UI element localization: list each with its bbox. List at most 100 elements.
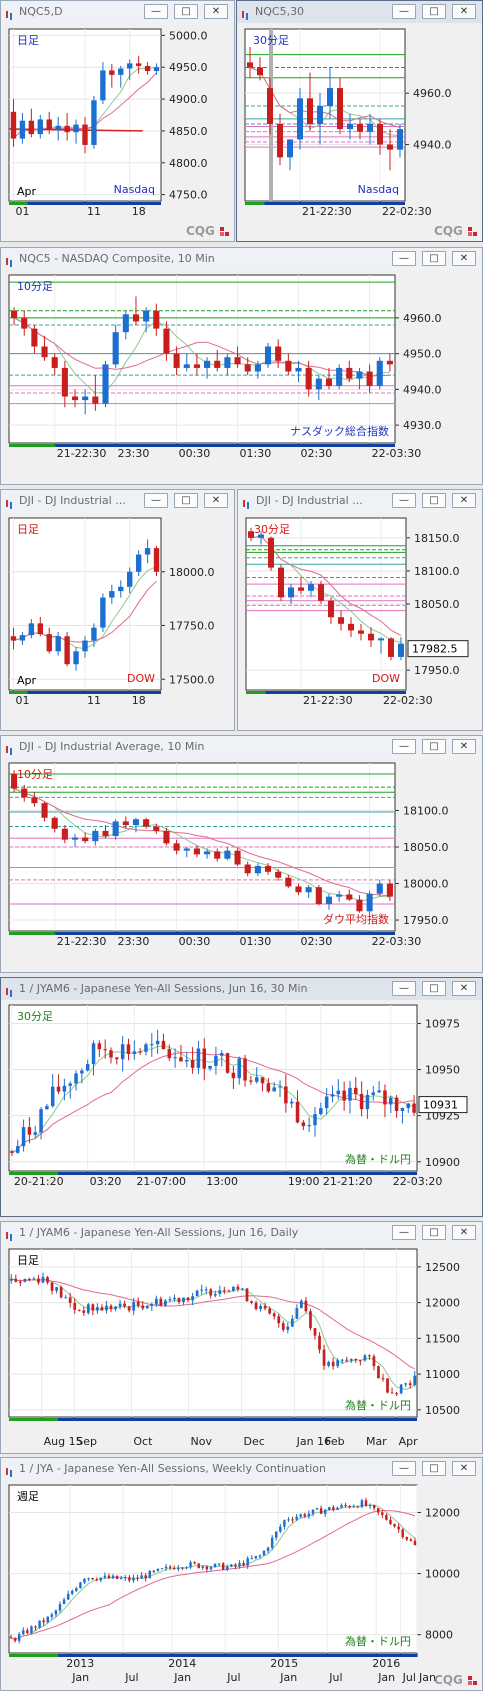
- candle: [136, 1577, 139, 1579]
- candle: [324, 1096, 329, 1109]
- maximize-button[interactable]: □: [174, 493, 198, 508]
- title-bar[interactable]: DJI - DJ Industrial ... — □ ✕: [238, 490, 482, 513]
- window-nq-30min[interactable]: NQC5,30 — □ ✕ 4960.0 4940.0 21-22:30 22-02:30 30…: [236, 0, 483, 242]
- candle: [368, 1504, 372, 1506]
- session-strip: [55, 444, 395, 447]
- window-nq-daily[interactable]: NQC5,D — □ ✕ 5000.0 4950.0 4900.0 4850.0 4800.0 4…: [0, 0, 235, 242]
- close-button[interactable]: ✕: [452, 251, 476, 266]
- candle: [37, 623, 43, 635]
- candle: [46, 1277, 49, 1283]
- minimize-button[interactable]: —: [392, 4, 416, 19]
- candle: [238, 1562, 241, 1567]
- chart-dji-30min[interactable]: 18150.0 18100.0 18050.0 17950.0 21-22:30 22-0…: [238, 512, 482, 730]
- title-bar[interactable]: DJI - DJ Industrial Average, 10 Min — □ ✕: [1, 736, 482, 759]
- window-jy-weekly[interactable]: 1 / JYA - Japanese Yen-All Sessions, Wee…: [0, 1457, 483, 1691]
- close-button[interactable]: ✕: [452, 739, 476, 754]
- candle: [102, 830, 109, 837]
- window-dji-daily[interactable]: DJI - DJ Industrial ... — □ ✕ 18000.0 17750.0…: [0, 489, 235, 731]
- close-button[interactable]: ✕: [204, 493, 228, 508]
- minimize-button[interactable]: —: [392, 739, 416, 754]
- session-strip: [245, 202, 265, 205]
- maximize-button[interactable]: □: [174, 4, 198, 19]
- maximize-button[interactable]: □: [422, 1461, 446, 1476]
- window-nq-10min[interactable]: NQC5 - NASDAQ Composite, 10 Min — □ ✕ 4960.0…: [0, 247, 483, 485]
- chart-nq-10min[interactable]: 4960.0 4950.0 4940.0 4930.0 21-22:30 23:30 00:…: [1, 270, 482, 484]
- candle: [262, 1550, 266, 1556]
- maximize-button[interactable]: □: [422, 739, 446, 754]
- chart-dji-10min[interactable]: 18100.0 18050.0 18000.0 17950.0 21-22:30 23:3…: [1, 758, 482, 972]
- candle: [287, 1519, 290, 1521]
- x-tick-label: 19:00: [288, 1175, 320, 1188]
- candle: [19, 635, 26, 641]
- candle: [254, 1077, 259, 1082]
- minimize-button[interactable]: —: [144, 4, 168, 19]
- candle: [368, 633, 374, 641]
- title-bar[interactable]: NQC5 - NASDAQ Composite, 10 Min — □ ✕: [1, 248, 482, 271]
- ma-fast-line: [13, 317, 390, 394]
- minimize-button[interactable]: —: [392, 1461, 416, 1476]
- title-bar[interactable]: 1 / JYAM6 - Japanese Yen-All Sessions, J…: [1, 978, 482, 1001]
- close-button[interactable]: ✕: [452, 981, 476, 996]
- candle: [227, 1290, 231, 1292]
- candle: [51, 357, 58, 368]
- x-tick-label: 21-22:30: [303, 694, 353, 707]
- candle: [241, 1288, 244, 1290]
- maximize-button[interactable]: □: [422, 4, 446, 19]
- candle: [245, 1288, 249, 1302]
- candle: [213, 1563, 217, 1568]
- plot-area[interactable]: [8, 1248, 418, 1418]
- window-dji-30min[interactable]: DJI - DJ Industrial ... — □ ✕ 18150.0 18100.0…: [237, 489, 483, 731]
- maximize-button[interactable]: □: [422, 981, 446, 996]
- y-tick-label: 17950.0: [414, 664, 460, 677]
- chart-dji-daily[interactable]: 18000.0 17750.0 17500.0 01 11 18 日足 DOW Apr: [1, 512, 234, 730]
- close-button[interactable]: ✕: [452, 1225, 476, 1240]
- candle: [124, 1577, 127, 1579]
- minimize-button[interactable]: —: [392, 493, 416, 508]
- candle: [298, 587, 304, 591]
- close-button[interactable]: ✕: [204, 4, 228, 19]
- candle: [356, 1506, 360, 1508]
- plot-area[interactable]: [8, 1484, 418, 1654]
- candle: [365, 1094, 370, 1110]
- close-button[interactable]: ✕: [452, 493, 476, 508]
- minimize-button[interactable]: —: [392, 251, 416, 266]
- x-tick-label: 22-02:30: [383, 694, 433, 707]
- candle: [376, 883, 383, 894]
- title-bar[interactable]: 1 / JYA - Japanese Yen-All Sessions, Wee…: [1, 1458, 482, 1481]
- y-tick-label: 18150.0: [414, 532, 460, 545]
- close-button[interactable]: ✕: [452, 1461, 476, 1476]
- candle: [348, 1505, 351, 1508]
- timeframe-label: 週足: [17, 1490, 39, 1503]
- candle: [214, 851, 221, 859]
- candle: [64, 636, 70, 665]
- window-jy-30min[interactable]: 1 / JYAM6 - Japanese Yen-All Sessions, J…: [0, 977, 483, 1217]
- minimize-button[interactable]: —: [392, 1225, 416, 1240]
- candle: [330, 1094, 335, 1097]
- window-dji-10min[interactable]: DJI - DJ Industrial Average, 10 Min — □ ✕ 18…: [0, 735, 483, 973]
- chart-nq-daily[interactable]: 5000.0 4950.0 4900.0 4850.0 4800.0 4750.0 01 11…: [1, 23, 234, 241]
- chart-nq-30min[interactable]: 4960.0 4940.0 21-22:30 22-02:30 30分足 Nasdaq CQ…: [237, 23, 482, 241]
- title-bar[interactable]: NQC5,30 — □ ✕: [237, 1, 482, 24]
- minimize-button[interactable]: —: [392, 981, 416, 996]
- title-bar[interactable]: NQC5,D — □ ✕: [1, 1, 234, 24]
- candle: [100, 70, 106, 101]
- candle: [267, 88, 273, 124]
- window-jy-daily[interactable]: 1 / JYAM6 - Japanese Yen-All Sessions, J…: [0, 1221, 483, 1454]
- minimize-button[interactable]: —: [144, 493, 168, 508]
- maximize-button[interactable]: □: [422, 493, 446, 508]
- close-button[interactable]: ✕: [452, 4, 476, 19]
- candle: [275, 1531, 278, 1538]
- plot-area[interactable]: [8, 274, 396, 444]
- candle: [86, 1304, 90, 1313]
- title-bar[interactable]: DJI - DJ Industrial ... — □ ✕: [1, 490, 234, 513]
- candle: [205, 1566, 209, 1570]
- maximize-button[interactable]: □: [422, 251, 446, 266]
- title-bar[interactable]: 1 / JYAM6 - Japanese Yen-All Sessions, J…: [1, 1222, 482, 1245]
- x-tick-label: Dec: [244, 1435, 265, 1448]
- maximize-button[interactable]: □: [422, 1225, 446, 1240]
- session-strip: [265, 691, 406, 694]
- candle: [386, 360, 393, 365]
